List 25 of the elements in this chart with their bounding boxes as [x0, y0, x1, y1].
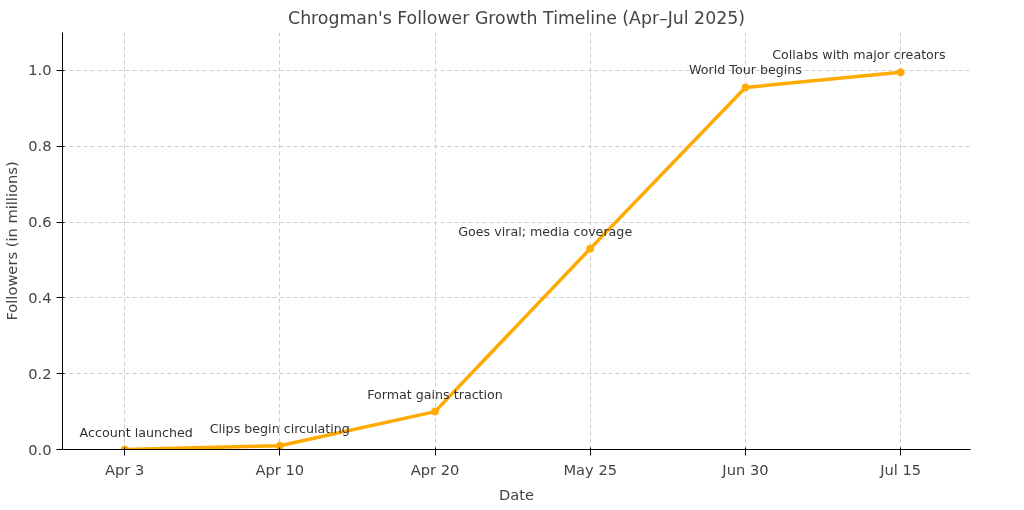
y-tick-label: 1.0 — [28, 61, 52, 79]
x-tick-label: Jul 15 — [879, 460, 922, 478]
x-tick-label: Jun 30 — [721, 460, 769, 478]
point — [741, 83, 750, 92]
annotation: Clips begin circulating — [209, 420, 350, 436]
chart-title: Chrogman's Follower Growth Timeline (Apr–Jul 2025) — [288, 7, 745, 28]
point — [586, 244, 595, 253]
y-tick-label: 0.8 — [28, 137, 52, 155]
point — [431, 407, 440, 416]
y-tick-label: 0.0 — [28, 440, 52, 458]
annotation: Account launched — [79, 424, 193, 440]
x-tick-label: Apr 10 — [255, 460, 305, 478]
annotation: Format gains traction — [367, 386, 503, 402]
y-tick-label: 0.4 — [28, 288, 52, 306]
y-axis-title: Followers (in millions) — [3, 161, 21, 321]
annotation: Collabs with major creators — [772, 47, 946, 63]
point — [896, 68, 905, 77]
point — [275, 441, 284, 450]
y-tick-label: 0.2 — [28, 364, 52, 382]
x-axis-title: Date — [498, 485, 535, 503]
x-tick-label: Apr 20 — [410, 460, 460, 478]
y-tick-label: 0.6 — [28, 213, 52, 231]
annotation: World Tour begins — [689, 62, 802, 78]
x-tick-label: Apr 3 — [104, 460, 145, 478]
x-tick-label: May 25 — [563, 460, 618, 478]
